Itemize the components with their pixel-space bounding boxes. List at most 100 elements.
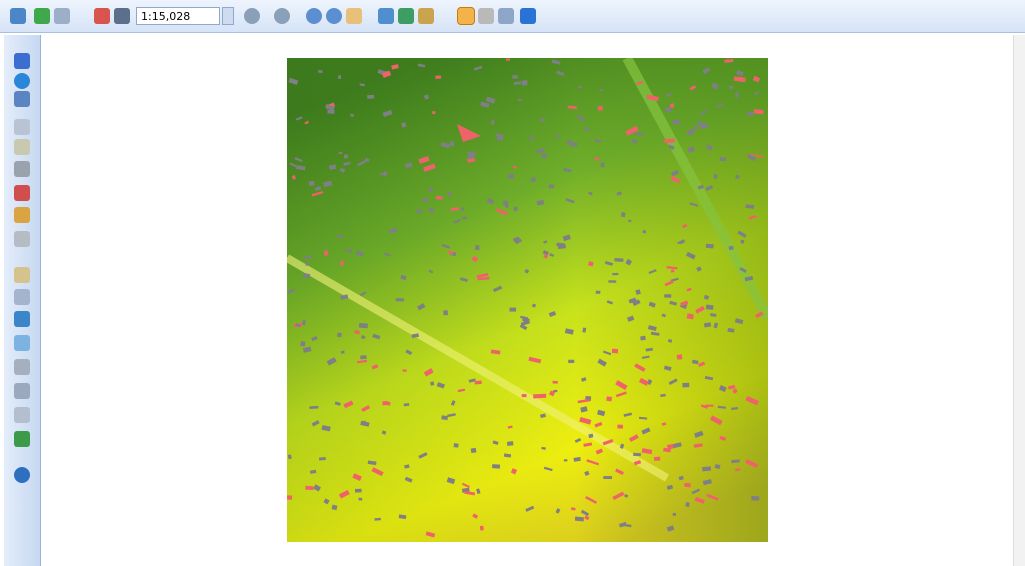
building [641,427,651,435]
measure-tool[interactable] [14,207,30,223]
building [600,162,605,168]
tool[interactable] [14,383,30,399]
building [436,382,445,389]
building [435,75,442,79]
back-button[interactable] [244,8,260,24]
active-tool-button[interactable] [457,7,475,25]
building [666,525,675,532]
building [606,300,614,305]
tool-button[interactable] [378,8,394,24]
table-tool[interactable] [14,91,30,107]
building [403,403,410,407]
building [597,358,607,367]
building [441,243,451,249]
tool[interactable] [14,119,30,135]
tool[interactable] [14,231,30,247]
building [709,415,723,426]
building [355,250,364,257]
building [755,311,764,319]
tool[interactable] [14,467,30,483]
tool-button[interactable] [418,8,434,24]
tool[interactable] [14,359,30,375]
building [680,300,689,307]
building [423,163,436,172]
forward-button[interactable] [274,8,290,24]
building [492,464,501,469]
building [404,162,413,169]
building [519,323,528,331]
building [513,81,522,85]
building [732,388,738,394]
building [422,196,429,203]
remove-button[interactable] [54,8,70,24]
building [492,285,503,293]
building [633,452,641,457]
scale-dropdown[interactable] [222,7,234,25]
building [728,85,734,90]
vertical-scrollbar[interactable] [1013,35,1025,566]
identify-tool[interactable] [14,73,30,89]
3d-button[interactable] [520,8,536,24]
building [606,396,613,402]
tool[interactable] [14,161,30,177]
building [428,207,435,213]
building [367,94,375,99]
building [338,489,350,499]
building [648,301,656,308]
tool[interactable] [14,139,30,155]
building [603,476,612,480]
pan-button[interactable] [346,8,362,24]
zoom-in-button[interactable] [306,8,322,24]
tool[interactable] [14,335,30,351]
building [576,115,586,121]
building [684,482,691,488]
building [441,415,448,421]
building [746,111,754,117]
tool-button[interactable] [478,8,494,24]
map-view[interactable] [287,58,768,542]
tool[interactable] [14,267,30,283]
building [623,523,632,528]
building [634,131,644,137]
building [670,175,681,184]
tool[interactable] [14,311,30,327]
building [539,413,546,419]
tool[interactable] [14,431,30,447]
table-button[interactable] [114,8,130,24]
tool[interactable] [14,407,30,423]
road [622,58,768,321]
layer-button[interactable] [94,8,110,24]
building [512,165,517,169]
building [480,101,490,108]
scale-box[interactable]: 1:15,028 [136,7,220,25]
building [573,456,581,462]
building [580,377,587,382]
building [705,243,714,249]
building [360,334,366,340]
zoom-out-button[interactable] [326,8,342,24]
tool[interactable] [14,289,30,305]
select-tool[interactable] [14,53,30,69]
add-data-button[interactable] [34,8,50,24]
building [309,469,317,474]
building [304,120,310,125]
building [666,93,672,97]
tool[interactable] [14,185,30,201]
building [328,164,337,170]
building [691,359,699,365]
building [417,63,426,68]
refresh-button[interactable] [10,8,26,24]
building [405,349,413,356]
building [556,242,565,247]
tool-button[interactable] [498,8,514,24]
building [744,275,754,282]
buildings-layer [287,58,764,538]
building [710,313,717,317]
building [331,504,338,511]
tool-button[interactable] [398,8,414,24]
building [323,250,329,257]
building [702,479,712,486]
building [696,266,702,272]
building [459,277,469,283]
